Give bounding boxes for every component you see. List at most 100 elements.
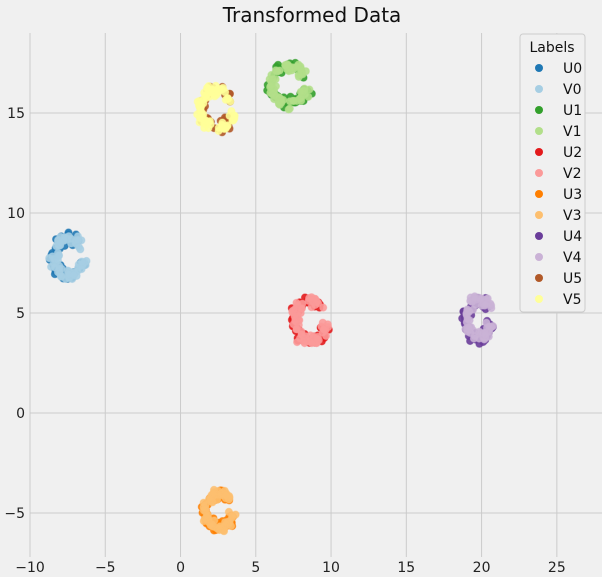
legend-marker	[535, 232, 543, 240]
x-tick-label: 5	[251, 560, 260, 576]
legend-marker	[535, 169, 543, 177]
legend-entry-V1: V1	[535, 124, 581, 140]
x-tick-label: −10	[15, 560, 45, 576]
data-point	[279, 95, 288, 105]
data-point	[199, 498, 208, 507]
legend-marker	[535, 274, 543, 282]
data-point	[297, 96, 306, 105]
series-V3	[199, 485, 240, 536]
legend-entry-V4: V4	[535, 250, 582, 266]
legend-label: U5	[563, 271, 582, 287]
data-point	[77, 257, 86, 266]
legend-entry-U3: U3	[535, 187, 582, 203]
legend-label: U1	[563, 103, 582, 119]
data-point	[230, 114, 239, 123]
data-point	[76, 245, 85, 254]
data-point	[293, 62, 302, 71]
series-V1	[265, 60, 314, 114]
legend-label: V0	[563, 82, 581, 98]
data-point	[196, 104, 205, 113]
series-V2	[288, 293, 333, 348]
data-point	[481, 330, 490, 339]
legend-marker	[535, 127, 543, 135]
data-point	[275, 66, 284, 75]
legend-label: V5	[563, 292, 581, 308]
legend-marker	[535, 85, 543, 93]
x-tick-label: 0	[176, 560, 185, 576]
legend-marker	[535, 190, 543, 198]
data-point	[285, 104, 294, 113]
data-point	[307, 293, 316, 302]
data-point	[296, 87, 305, 96]
legend-label: V1	[563, 124, 581, 140]
data-point	[281, 61, 290, 70]
x-axis-ticks: −10 −5 0 5 10 15 20 25	[15, 560, 566, 576]
series-V4	[461, 292, 498, 344]
data-point	[463, 305, 472, 314]
legend-entry-V2: V2	[535, 166, 581, 182]
data-point	[465, 323, 474, 332]
series-V0	[45, 232, 91, 284]
data-point	[224, 94, 233, 103]
data-point	[203, 83, 212, 93]
x-tick-label: 15	[397, 560, 415, 576]
data-point	[292, 298, 301, 307]
legend-label: U2	[563, 145, 582, 161]
legend-entry-U4: U4	[535, 229, 582, 245]
legend-marker	[535, 64, 543, 72]
legend-entry-U5: U5	[535, 271, 582, 287]
data-point	[266, 81, 275, 91]
data-point	[297, 304, 306, 313]
legend-label: V2	[563, 166, 581, 182]
data-point	[209, 489, 218, 498]
data-point	[56, 238, 65, 247]
y-tick-label: −5	[4, 506, 25, 522]
y-tick-label: 0	[16, 406, 25, 422]
data-point	[202, 93, 211, 103]
data-points	[45, 58, 498, 536]
legend-label: U3	[563, 187, 582, 203]
data-point	[200, 123, 209, 133]
data-point	[320, 325, 329, 334]
data-point	[205, 117, 214, 126]
y-tick-label: 10	[7, 206, 25, 222]
data-point	[307, 339, 316, 348]
legend-marker	[535, 253, 543, 261]
legend-title: Labels	[529, 40, 574, 56]
legend-label: U4	[563, 229, 582, 245]
data-point	[218, 83, 228, 92]
data-point	[73, 236, 83, 245]
legend-label: U0	[563, 61, 582, 77]
data-point	[301, 67, 310, 76]
data-point	[69, 271, 78, 280]
legend-label: V3	[563, 208, 581, 224]
x-tick-label: 10	[322, 560, 340, 576]
data-point	[485, 322, 494, 331]
legend-entry-U2: U2	[535, 145, 582, 161]
data-point	[295, 334, 304, 343]
legend-marker	[535, 295, 543, 303]
y-tick-label: 5	[16, 306, 25, 322]
y-tick-label: 15	[7, 106, 25, 122]
x-tick-label: 20	[473, 560, 491, 576]
legend-entry-U0: U0	[535, 61, 582, 77]
legend-marker	[535, 106, 543, 114]
legend-label: V4	[563, 250, 582, 266]
data-point	[203, 511, 212, 520]
data-point	[196, 113, 205, 123]
x-tick-label: −5	[95, 560, 116, 576]
legend-box	[519, 33, 586, 313]
data-point	[228, 511, 237, 521]
legend-entry-U1: U1	[535, 103, 582, 119]
series-V5	[193, 81, 239, 136]
legend-entry-V3: V3	[535, 208, 581, 224]
data-point	[206, 521, 215, 530]
legend-entry-V0: V0	[535, 82, 581, 98]
legend-marker	[535, 211, 543, 219]
data-point	[289, 96, 298, 105]
legend-marker	[535, 148, 543, 156]
data-point	[215, 522, 225, 531]
data-point	[50, 263, 60, 272]
data-point	[292, 325, 301, 334]
